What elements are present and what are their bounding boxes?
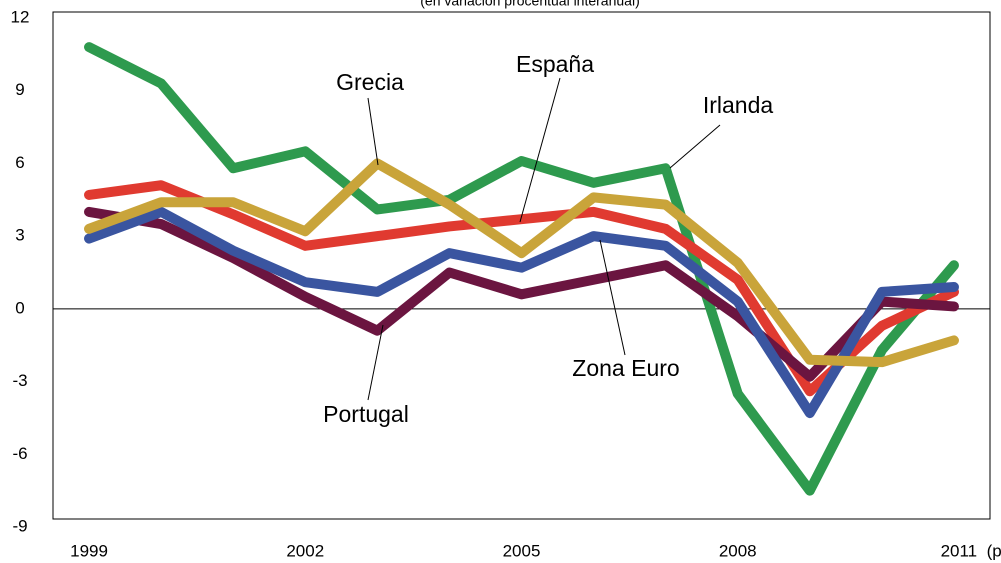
y-tick-label: -3 bbox=[12, 371, 27, 390]
x-tick-label: 2002 bbox=[286, 541, 324, 560]
series-line bbox=[84, 206, 959, 419]
y-tick-label: -6 bbox=[12, 444, 27, 463]
series-line bbox=[84, 158, 959, 368]
x-tick-label: 2008 bbox=[719, 541, 757, 560]
leader-line bbox=[519, 77, 561, 223]
series-label: Zona Euro bbox=[572, 355, 679, 381]
leader-line bbox=[367, 97, 379, 166]
series-label: Portugal bbox=[323, 401, 409, 427]
series-label: Grecia bbox=[336, 69, 404, 95]
chart-subtitle: (en variación procentual interanual) bbox=[420, 0, 639, 9]
y-tick-label: 3 bbox=[15, 226, 24, 245]
series-label: España bbox=[516, 51, 594, 77]
y-tick-label: 0 bbox=[15, 298, 24, 317]
series-line bbox=[84, 206, 959, 382]
series-label: Irlanda bbox=[703, 92, 774, 118]
y-tick-label: 12 bbox=[11, 7, 30, 26]
x-tick-label: 2005 bbox=[503, 541, 541, 560]
leader-line bbox=[367, 324, 384, 401]
x-tick-label: 2011 (p) bbox=[941, 541, 1001, 560]
y-tick-label: -9 bbox=[12, 516, 27, 535]
leader-line bbox=[599, 239, 626, 356]
leader-line bbox=[669, 124, 721, 169]
x-tick-label: 1999 bbox=[70, 541, 108, 560]
series-line bbox=[84, 180, 959, 397]
plot-frame bbox=[52, 11, 991, 520]
y-tick-label: 9 bbox=[15, 80, 24, 99]
series-line bbox=[84, 42, 959, 496]
y-tick-label: 6 bbox=[15, 153, 24, 172]
